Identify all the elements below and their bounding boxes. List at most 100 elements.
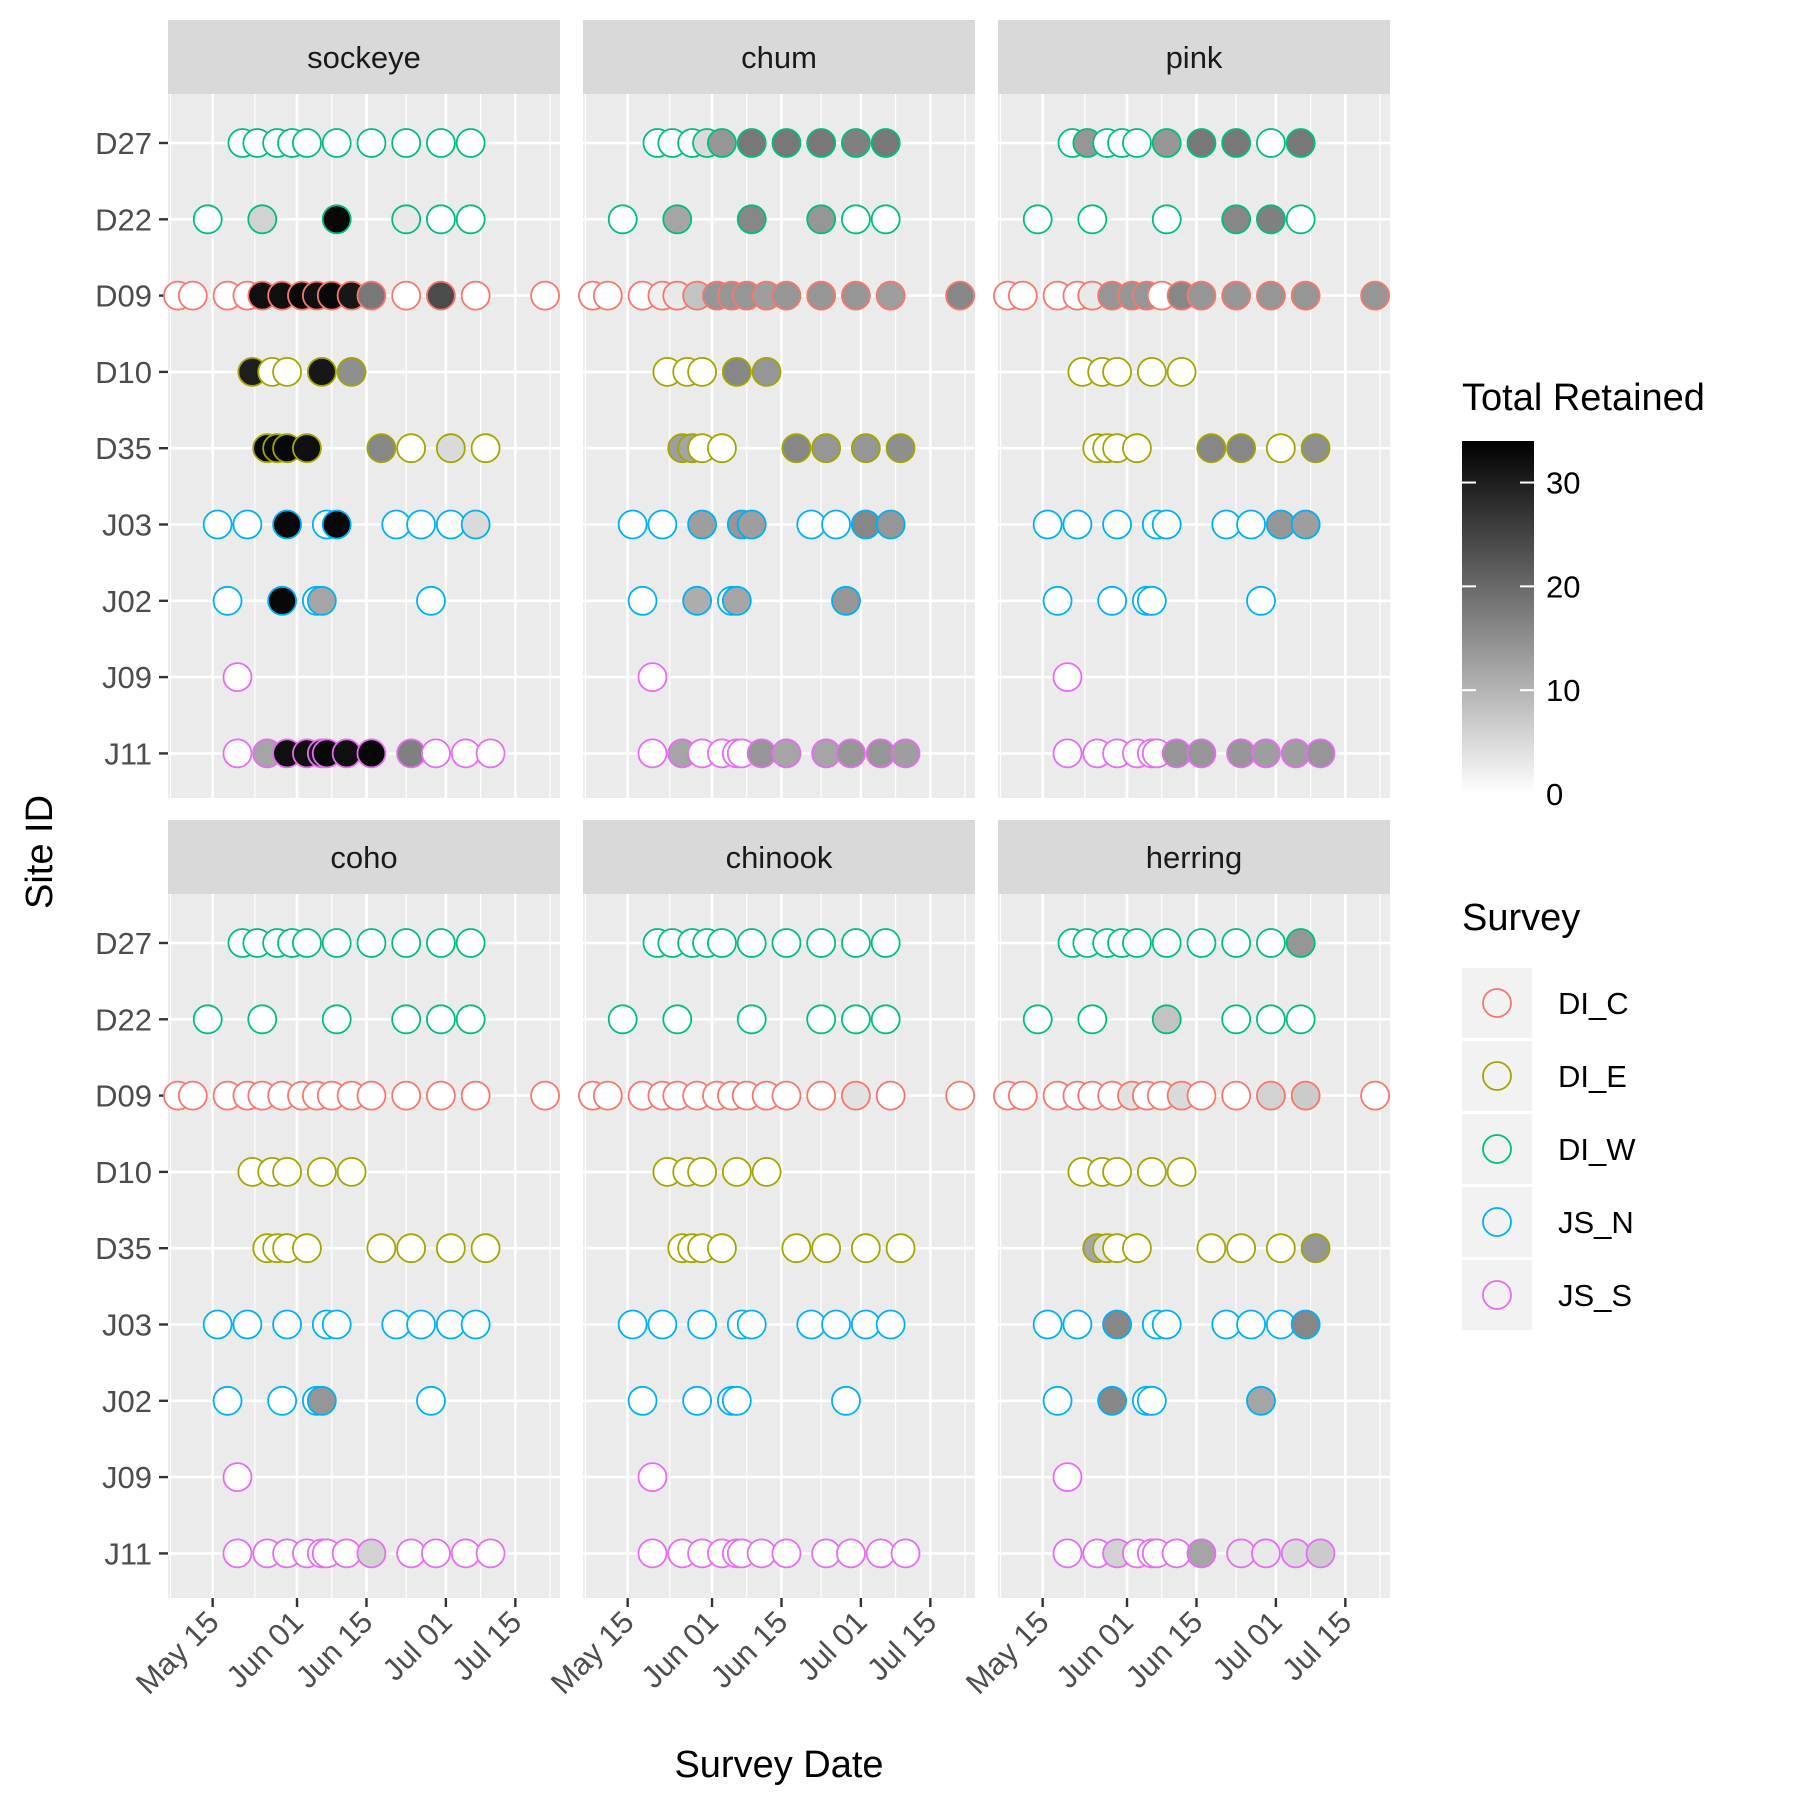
- data-point: D09 2015-07-21: 0: [530, 1080, 561, 1111]
- data-point: J03 2015-07-07: 0: [460, 1309, 491, 1340]
- data-point: J11 2015-06-16: 33: [356, 738, 387, 769]
- data-point: J11 2015-07-05: 14: [865, 738, 896, 769]
- data-point: D35 2015-06-24: 16: [1226, 433, 1257, 464]
- data-point: D22 2015-05-25: 0: [662, 1004, 693, 1035]
- data-point: D22 2015-06-30: 0: [426, 204, 456, 235]
- data-point: D09 2015-06-30: 4: [841, 1080, 871, 1111]
- facet-panels: sockeye D27 D22 D09 D10 D35 J03 J02 J09 J11 D27 20…: [95, 20, 1391, 1701]
- data-point: D35 2015-06-03: 32: [292, 433, 322, 464]
- data-point: D27 2015-07-06: 0: [455, 128, 486, 158]
- panel-background: [998, 894, 1390, 1598]
- data-point: J03 2015-06-09: 0: [1151, 509, 1182, 540]
- panel-background: [998, 94, 1390, 798]
- y-tick-label: J11: [104, 1536, 152, 1571]
- data-point: D27 2015-06-16: 0: [356, 128, 387, 158]
- data-point: J11 2015-07-10: 7: [1305, 1538, 1336, 1569]
- data-point: J11 2015-06-16: 6: [356, 1538, 387, 1569]
- data-point: J03 2015-06-09: 33: [321, 509, 352, 540]
- data-point: D22 2015-05-14: 0: [1022, 204, 1053, 235]
- data-point: D27 2015-06-09: 14: [1151, 128, 1182, 158]
- data-point: D27 2015-06-09: 0: [321, 928, 352, 958]
- data-point: J03 2015-06-21: 0: [1211, 509, 1242, 540]
- y-tick-label: D22: [95, 1002, 152, 1037]
- y-tick-label: D10: [95, 1155, 152, 1190]
- data-point: D09 2015-06-23: 14: [806, 280, 837, 311]
- data-point: J11 2015-06-29: 14: [836, 738, 866, 769]
- data-point: J02 2015-05-18: 0: [1042, 585, 1073, 616]
- data-point: J03 2015-05-16: 0: [202, 509, 233, 540]
- data-point: J03 2015-07-07: 16: [1290, 1309, 1321, 1340]
- data-point: J11 2015-06-24: 0: [811, 1538, 842, 1569]
- facet-panel-pink: pinkD27 2015-05-21: 0D27 2015-05-24: 14D…: [993, 20, 1391, 798]
- y-tick-label: D22: [95, 202, 152, 237]
- x-tick-label: Jun 01: [219, 1604, 310, 1695]
- data-point: J02 2015-05-29: 0: [1097, 585, 1128, 616]
- y-tick-label: J09: [102, 660, 152, 695]
- data-point: J02 2015-06-06: 12: [306, 585, 337, 616]
- data-point: D09 2015-07-21: 16: [945, 280, 976, 311]
- data-point: D27 2015-07-06: 18: [1285, 128, 1316, 158]
- x-tick-label: Jun 15: [704, 1604, 795, 1695]
- data-point: J03 2015-06-09: 0: [736, 1309, 767, 1340]
- data-point: D22 2015-06-09: 0: [736, 1004, 767, 1035]
- data-point: D09 2015-07-07: 0: [460, 280, 491, 311]
- data-point: D35 2015-06-24: 0: [811, 1233, 842, 1264]
- data-point: J09 2015-05-20: 0: [637, 1462, 668, 1492]
- y-tick-label: D27: [95, 126, 152, 161]
- data-point: D35 2015-07-09: 14: [1300, 1233, 1331, 1264]
- data-point: J03 2015-06-21: 0: [796, 1309, 827, 1340]
- data-point: J11 2015-07-05: 13: [1280, 738, 1311, 769]
- data-point: J11 2015-05-20: 0: [222, 1538, 253, 1569]
- data-point: D22 2015-07-06: 0: [870, 1004, 901, 1035]
- data-point: J03 2015-06-26: 0: [1236, 509, 1266, 540]
- data-point: D27 2015-06-23: 18: [1221, 128, 1252, 158]
- data-point: D09 2015-05-11: 0: [592, 1080, 623, 1111]
- data-point: D10 2015-05-30: 0: [1102, 1157, 1132, 1187]
- x-tick-label: Jul 01: [376, 1604, 459, 1687]
- data-point: J03 2015-07-02: 0: [435, 1309, 466, 1340]
- data-point: J09 2015-05-20: 0: [637, 662, 668, 692]
- data-point: D09 2015-06-23: 0: [391, 1080, 422, 1111]
- y-tick-label: D27: [95, 926, 152, 961]
- data-point: D27 2015-06-16: 18: [1186, 128, 1217, 158]
- data-point: J03 2015-05-22: 0: [1062, 509, 1093, 540]
- data-point: D27 2015-06-30: 0: [1256, 928, 1286, 958]
- x-tick-label: May 15: [544, 1604, 641, 1701]
- data-point: J03 2015-06-21: 0: [381, 509, 412, 540]
- x-tick-label: Jun 01: [634, 1604, 725, 1695]
- data-point: J09 2015-05-20: 0: [1052, 662, 1083, 692]
- data-point: D09 2015-05-11: 0: [177, 280, 208, 311]
- data-point: D35 2015-07-09: 15: [885, 433, 916, 464]
- facet-strip-label: chinook: [726, 840, 833, 875]
- data-point: D09 2015-07-07: 0: [875, 1080, 906, 1111]
- data-point: J03 2015-06-26: 0: [821, 1309, 851, 1340]
- data-point: J02 2015-06-28: 14: [831, 585, 861, 616]
- data-point: D10 2015-06-06: 0: [721, 1157, 752, 1187]
- data-point: D35 2015-06-03: 0: [707, 433, 737, 464]
- data-point: D27 2015-06-23: 0: [806, 928, 837, 958]
- data-point: D35 2015-06-24: 0: [396, 433, 427, 464]
- data-point: D09 2015-07-07: 7: [1290, 1080, 1321, 1111]
- data-point: D27 2015-06-16: 0: [1186, 928, 1217, 958]
- data-point: J02 2015-05-18: 0: [627, 1385, 658, 1416]
- facet-strip-label: pink: [1166, 40, 1223, 75]
- x-tick-label: Jun 15: [289, 1604, 380, 1695]
- data-point: J03 2015-05-30: 16: [1102, 1309, 1132, 1340]
- data-point: J02 2015-06-06: 12: [721, 585, 752, 616]
- data-point: D35 2015-07-09: 15: [1300, 433, 1331, 464]
- data-point: D09 2015-06-23: 0: [1221, 1080, 1252, 1111]
- data-point: J11 2015-06-29: 0: [836, 1538, 866, 1569]
- data-point: J11 2015-07-10: 14: [1305, 738, 1336, 769]
- data-point: J03 2015-07-02: 16: [850, 509, 881, 540]
- data-point: D27 2015-06-30: 0: [426, 128, 456, 158]
- data-point: D27 2015-06-30: 0: [1256, 128, 1286, 158]
- data-point: D10 2015-06-06: 0: [1136, 1157, 1167, 1187]
- y-tick-label: D09: [95, 279, 152, 314]
- data-point: J11 2015-06-11: 0: [1161, 1538, 1192, 1569]
- data-point: J03 2015-05-30: 0: [272, 1309, 302, 1340]
- data-point: D27 2015-06-09: 0: [1151, 928, 1182, 958]
- data-point: D09 2015-07-07: 0: [460, 1080, 491, 1111]
- data-point: D22 2015-05-14: 0: [607, 204, 638, 235]
- facet-panel-sockeye: sockeye D27 D22 D09 D10 D35 J03 J02 J09 J11 D27 20…: [95, 20, 561, 798]
